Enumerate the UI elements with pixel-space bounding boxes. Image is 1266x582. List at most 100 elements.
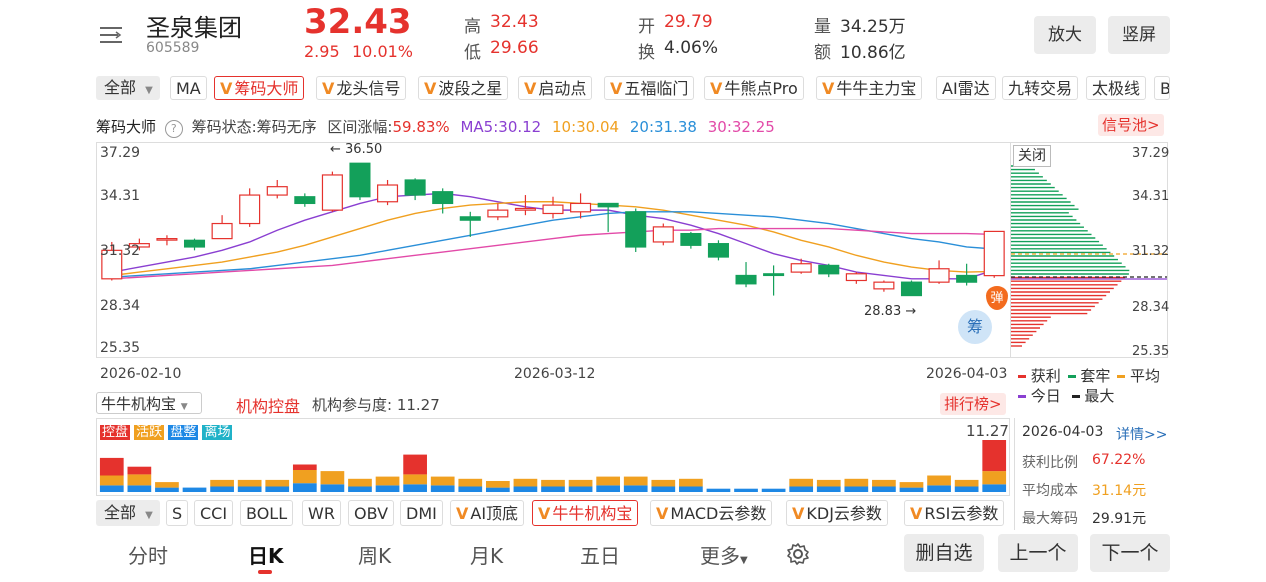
help-icon[interactable]: ? [164, 120, 183, 138]
price-change: 2.95 [304, 42, 340, 61]
tab-label: MA [176, 79, 201, 98]
tab-taiji[interactable]: 太极线 [1086, 76, 1147, 100]
tab-start-point[interactable]: V 启动点 [518, 76, 593, 100]
subtab-macd-cloud[interactable]: V MACD云参数 [650, 500, 773, 526]
institution-bar [430, 476, 455, 492]
subtab-rsi-cloud[interactable]: V RSI云参数 [904, 500, 1005, 526]
menu-icon[interactable] [98, 24, 124, 46]
chip-info-panel [1014, 418, 1171, 530]
candle [735, 262, 757, 288]
date-label: 2026-02-10 [100, 366, 182, 382]
candle [707, 240, 729, 261]
sub-legend: 控盘 活跃 盘整 离场 [100, 421, 233, 440]
v-icon: V [220, 79, 233, 98]
close-chip-button[interactable]: 关闭 [1013, 145, 1051, 167]
institution-bar [292, 464, 317, 492]
tan-badge-icon[interactable]: 弹 [986, 286, 1008, 310]
tab-label: 龙头信号 [336, 79, 401, 98]
tab-intraday[interactable]: 分时 [128, 544, 168, 568]
range-change-label: 区间涨幅: [327, 118, 393, 136]
turnover-label: 换 [638, 43, 655, 63]
tab-label: RSI云参数 [924, 504, 999, 523]
v-icon: V [656, 504, 669, 523]
delete-watchlist-button[interactable]: 删自选 [904, 534, 984, 572]
subtab-niuniu-institution[interactable]: V 牛牛机构宝 [532, 500, 639, 526]
ma20-line [111, 211, 995, 278]
candle [956, 263, 978, 286]
range-change-value: 59.83% [392, 118, 450, 136]
sub-value: 11.27 [966, 422, 1009, 440]
institution-bar [734, 488, 758, 492]
v-icon: V [456, 504, 469, 523]
subtab-s[interactable]: S [166, 500, 189, 526]
previous-button[interactable]: 上一个 [998, 534, 1078, 572]
legend-avg: 平均 [1117, 367, 1160, 385]
candle [156, 235, 178, 246]
subtab-boll[interactable]: BOLL [240, 500, 294, 526]
tab-wufu[interactable]: V 五福临门 [604, 76, 695, 100]
v-icon: V [792, 504, 805, 523]
tab-more[interactable]: 更多▼ [700, 540, 748, 569]
tab-ai-radar[interactable]: AI雷达 [936, 76, 996, 100]
tab-label: B [1160, 79, 1170, 98]
candle [818, 263, 840, 278]
tab-b[interactable]: B [1154, 76, 1170, 100]
tab-daily-k[interactable]: 日K [248, 544, 284, 568]
tab-label: 五福临门 [624, 79, 689, 98]
ma5-value: MA5:30.12 [460, 118, 542, 136]
next-button[interactable]: 下一个 [1090, 534, 1170, 572]
v-icon: V [822, 79, 835, 98]
caret-down-icon: ▼ [740, 555, 748, 566]
zoom-button[interactable]: 放大 [1034, 16, 1096, 54]
indicator-all-dropdown[interactable]: 全部 ▼ [96, 76, 160, 100]
settings-gear-icon[interactable] [786, 542, 810, 566]
tab-label: 波段之星 [438, 79, 503, 98]
chou-badge-icon[interactable]: 筹 [958, 310, 992, 344]
institution-bar [320, 471, 345, 492]
legend-today: 今日 [1018, 387, 1061, 405]
legend-max: 最大 [1071, 387, 1114, 405]
candle [321, 171, 343, 212]
subtab-wr[interactable]: WR [302, 500, 341, 526]
ranking-button[interactable]: 排行榜> [940, 393, 1006, 415]
institution-bar [513, 478, 538, 492]
portrait-button[interactable]: 竖屏 [1108, 16, 1170, 54]
profit-ratio-value: 67.22% [1092, 452, 1146, 468]
tab-label: BOLL [246, 504, 288, 523]
y-label: 31.32 [100, 243, 141, 259]
tab-label: KDJ云参数 [806, 504, 882, 523]
candle [652, 223, 674, 246]
tab-chip-master[interactable]: V 筹码大师 [214, 76, 305, 100]
tab-leader-signal[interactable]: V 龙头信号 [316, 76, 407, 100]
subtab-kdj-cloud[interactable]: V KDJ云参数 [786, 500, 888, 526]
tab-ma[interactable]: MA [170, 76, 207, 100]
tab-label: 九转交易 [1008, 79, 1073, 98]
tab-bull-bear[interactable]: V 牛熊点Pro [704, 76, 804, 100]
chevron-down-icon: ▼ [145, 85, 153, 96]
v-icon: V [538, 504, 551, 523]
sub-indicator-dropdown[interactable]: 牛牛机构宝 ▼ [96, 392, 202, 414]
tab-label: 启动点 [538, 79, 587, 98]
right-y-label: 31.32 [1132, 244, 1170, 259]
tab-weekly-k[interactable]: 周K [358, 544, 392, 568]
institution-bar [706, 488, 731, 492]
tab-monthly-k[interactable]: 月K [470, 544, 504, 568]
subtab-cci[interactable]: CCI [194, 500, 234, 526]
tab-wave-star[interactable]: V 波段之星 [418, 76, 509, 100]
kline-chart[interactable] [96, 142, 1010, 360]
low-value: 29.66 [490, 38, 539, 58]
subtab-ai-top-bottom[interactable]: V AI顶底 [450, 500, 525, 526]
y-label: 25.35 [100, 340, 141, 356]
y-label: 28.34 [100, 298, 141, 314]
signal-pool-button[interactable]: 信号池> [1098, 114, 1164, 136]
institution-bar [844, 478, 869, 492]
tab-jiuzhuan[interactable]: 九转交易 [1002, 76, 1079, 100]
subtab-dmi[interactable]: DMI [400, 500, 443, 526]
institution-bar [403, 454, 427, 492]
tab-five-day[interactable]: 五日 [580, 544, 620, 568]
subtab-obv[interactable]: OBV [348, 500, 395, 526]
chip-detail-link[interactable]: 详情>> [1116, 427, 1168, 443]
date-label: 2026-04-03 [926, 366, 1008, 382]
tab-niuniu-main[interactable]: V 牛牛主力宝 [816, 76, 923, 100]
sub-all-dropdown[interactable]: 全部 ▼ [96, 500, 160, 526]
